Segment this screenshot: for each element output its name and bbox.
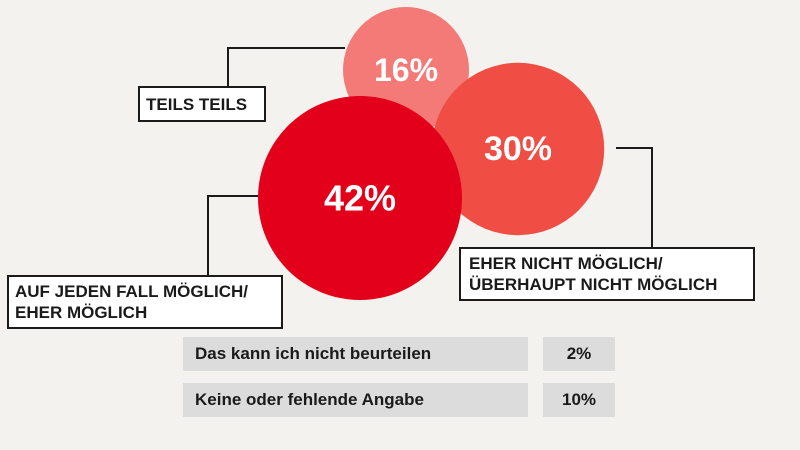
bubble-value-eher-nicht-moeglich: 30%: [484, 130, 552, 168]
callout-eher-line-1: EHER NICHT MÖGLICH/: [469, 254, 663, 273]
bubble-auf-jeden-fall-moeglich: [258, 96, 462, 300]
other-response-row: Das kann ich nicht beurteilen 2%: [183, 337, 615, 371]
other-response-label: Keine oder fehlende Angabe: [183, 383, 528, 417]
callout-auf-line-1: AUF JEDEN FALL MÖGLICH/: [15, 282, 248, 301]
bubble-value-teils-teils: 16%: [374, 52, 438, 88]
callout-eher-nicht-moeglich: EHER NICHT MÖGLICH/ ÜBERHAUPT NICHT MÖGL…: [459, 247, 755, 301]
other-response-value: 2%: [543, 337, 615, 371]
other-response-label: Das kann ich nicht beurteilen: [183, 337, 528, 371]
bubble-value-auf-jeden-fall-moeglich: 42%: [324, 178, 396, 219]
callout-auf-jeden-fall-moeglich: AUF JEDEN FALL MÖGLICH/ EHER MÖGLICH: [7, 275, 283, 329]
leader-line-eher: [616, 147, 653, 247]
callout-teils-teils: TEILS TEILS: [138, 86, 266, 122]
other-response-row: Keine oder fehlende Angabe 10%: [183, 383, 615, 417]
leader-line-auf: [207, 195, 258, 275]
leader-line-teils: [227, 47, 345, 86]
bubble-eher-nicht-moeglich: [431, 62, 605, 236]
callout-teils-teils-line-1: TEILS TEILS: [146, 95, 248, 114]
other-response-value: 10%: [543, 383, 615, 417]
callout-eher-line-2: ÜBERHAUPT NICHT MÖGLICH: [469, 275, 718, 294]
callout-auf-line-2: EHER MÖGLICH: [15, 303, 148, 322]
